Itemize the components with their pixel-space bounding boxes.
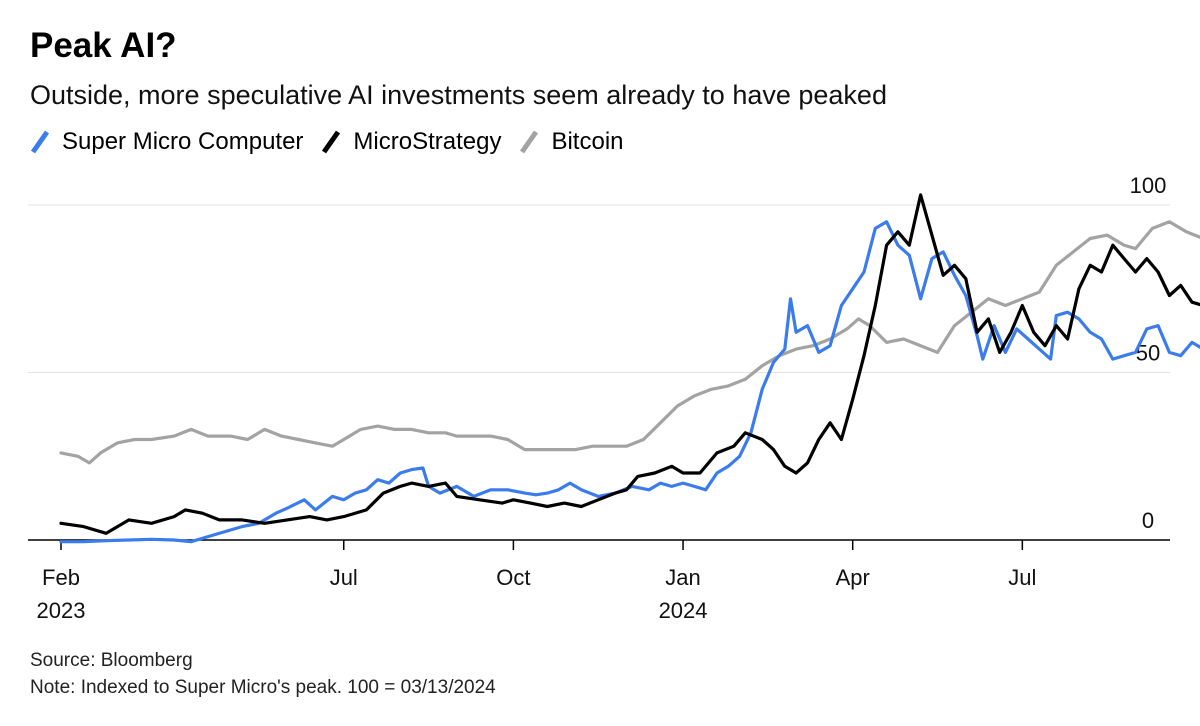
- x-tick-label-2: Oct: [496, 565, 530, 590]
- legend-swatch-bitcoin: [519, 128, 539, 156]
- x-tick-year-0: 2023: [37, 598, 86, 623]
- legend-item-super-micro: Super Micro Computer: [30, 128, 303, 156]
- x-tick-label-1: Jul: [330, 565, 358, 590]
- x-tick-label-4: Apr: [836, 565, 870, 590]
- legend-label-super-micro: Super Micro Computer: [62, 128, 304, 155]
- legend-swatch-super-micro: [30, 128, 50, 156]
- legend-label-bitcoin: Bitcoin: [551, 128, 624, 155]
- x-tick-label-3: Jan: [665, 565, 700, 590]
- y-tick-label-0: 0: [1142, 508, 1154, 533]
- series-line-bitcoin: [59, 220, 1200, 465]
- y-tick-label-100: 100: [1130, 173, 1167, 198]
- legend-item-bitcoin: Bitcoin: [519, 128, 624, 156]
- x-tick-year-3: 2024: [659, 598, 708, 623]
- series-line-super-micro-computer: [59, 220, 1200, 544]
- legend-line-super-micro: [30, 130, 50, 154]
- chart-title: Peak AI?: [30, 26, 177, 65]
- x-tick-label-5: Jul: [1008, 565, 1036, 590]
- series-line-microstrategy: [59, 193, 1200, 535]
- legend: Super Micro Computer MicroStrategy Bitco…: [30, 128, 642, 156]
- source-note: Source: Bloomberg: [30, 650, 193, 671]
- x-tick-label-0: Feb: [42, 565, 80, 590]
- legend-swatch-microstrategy: [321, 128, 341, 156]
- index-note: Note: Indexed to Super Micro's peak. 100…: [30, 677, 496, 698]
- legend-item-microstrategy: MicroStrategy: [321, 128, 501, 156]
- legend-line-bitcoin: [520, 130, 539, 154]
- legend-label-microstrategy: MicroStrategy: [353, 128, 502, 155]
- legend-line-microstrategy: [322, 130, 341, 154]
- chart-subtitle: Outside, more speculative AI investments…: [30, 80, 887, 110]
